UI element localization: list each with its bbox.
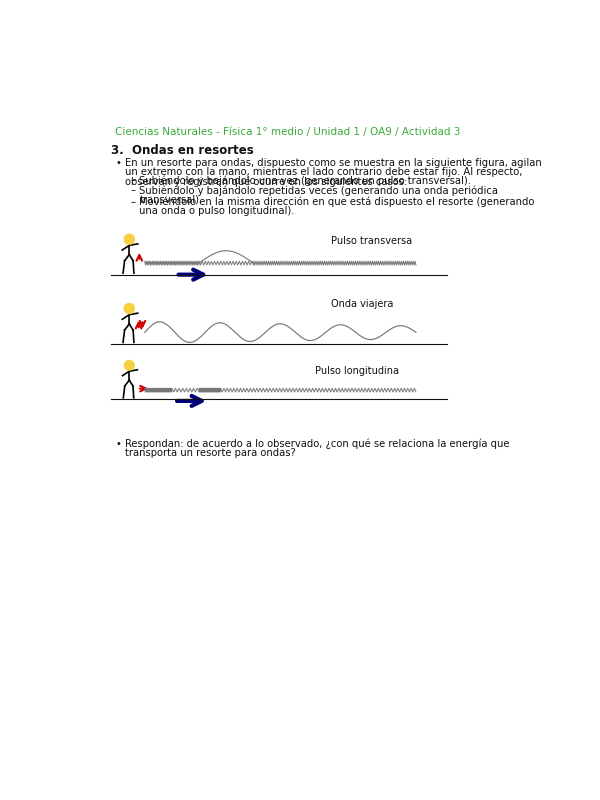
Circle shape	[124, 234, 134, 244]
Text: Respondan: de acuerdo a lo observado, ¿con qué se relaciona la energía que: Respondan: de acuerdo a lo observado, ¿c…	[125, 438, 510, 449]
Text: Subiéndolo y bajándolo repetidas veces (generando una onda periódica: Subiéndolo y bajándolo repetidas veces (…	[139, 186, 499, 196]
Text: Pulso transversa: Pulso transversa	[331, 236, 412, 246]
Circle shape	[124, 303, 134, 314]
Text: transversal).: transversal).	[139, 194, 203, 205]
Text: un extremo con la mano, mientras el lado contrario debe estar fijo. Al respecto,: un extremo con la mano, mientras el lado…	[125, 167, 523, 177]
Text: transporta un resorte para ondas?: transporta un resorte para ondas?	[125, 448, 296, 458]
Text: –: –	[131, 186, 136, 195]
Text: Subiéndolo y bajándolo una vez (generando un pulso transversal).: Subiéndolo y bajándolo una vez (generand…	[139, 175, 472, 186]
Text: una onda o pulso longitudinal).: una onda o pulso longitudinal).	[139, 206, 295, 216]
Text: En un resorte para ondas, dispuesto como se muestra en la siguiente figura, agil: En un resorte para ondas, dispuesto como…	[125, 158, 542, 168]
Text: observan y registran qué ocurre en los siguientes casos:: observan y registran qué ocurre en los s…	[125, 176, 407, 186]
Text: Moviéndolo en la misma dirección en que está dispuesto el resorte (generando: Moviéndolo en la misma dirección en que …	[139, 197, 535, 207]
Text: •: •	[115, 438, 121, 449]
Text: Pulso longitudina: Pulso longitudina	[315, 366, 399, 376]
Text: Onda viajera: Onda viajera	[331, 299, 393, 310]
Circle shape	[124, 361, 134, 370]
Text: –: –	[131, 197, 136, 207]
Text: 3.  Ondas en resortes: 3. Ondas en resortes	[112, 144, 254, 157]
Text: –: –	[131, 175, 136, 186]
Text: Ciencias Naturales - Física 1° medio / Unidad 1 / OA9 / Actividad 3: Ciencias Naturales - Física 1° medio / U…	[115, 126, 461, 137]
Text: •: •	[115, 158, 121, 168]
